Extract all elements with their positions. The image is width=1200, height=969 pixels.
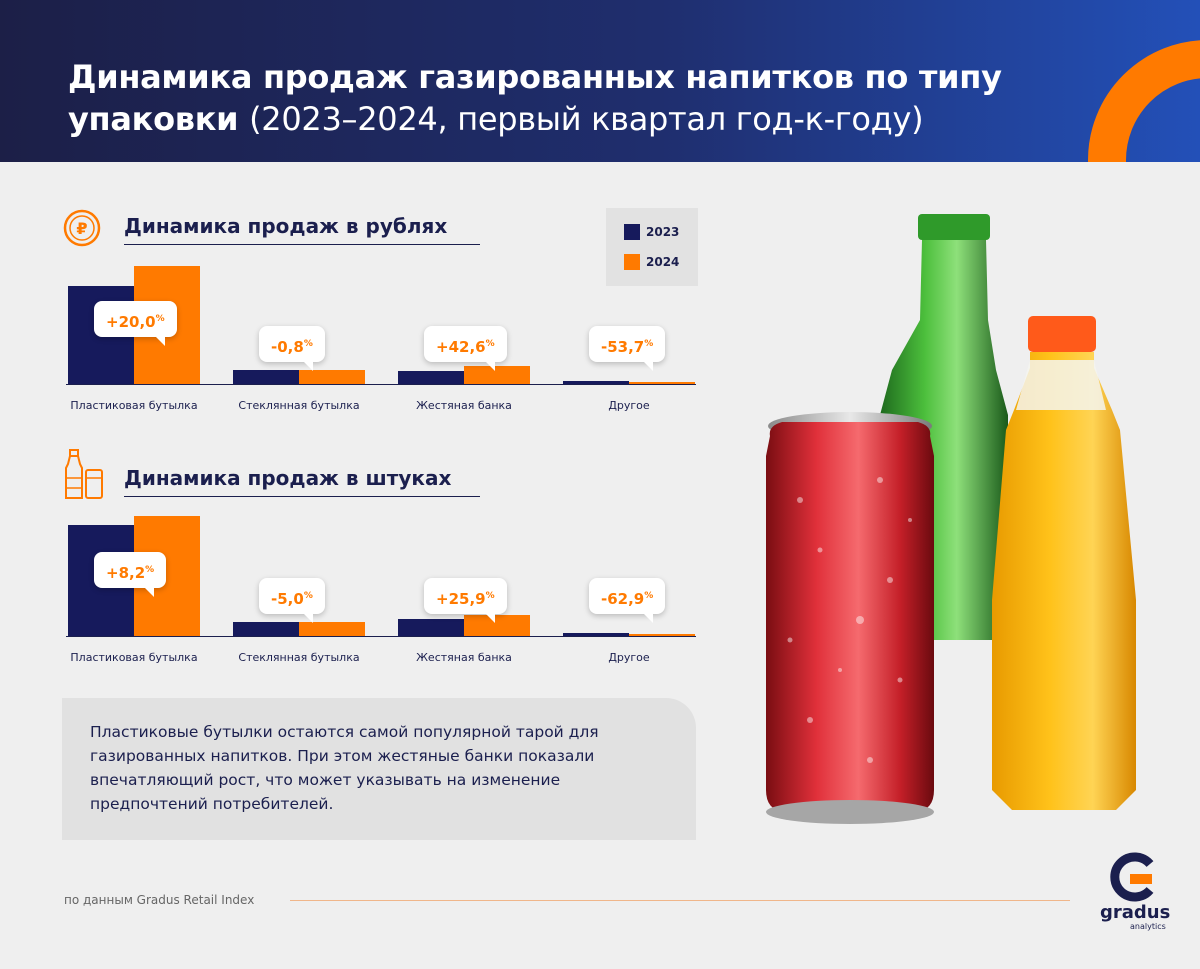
water-drops bbox=[787, 477, 912, 763]
category-label: Стеклянная бутылка bbox=[238, 399, 360, 412]
logo-subtext: analytics bbox=[1130, 922, 1166, 931]
orange-bottle bbox=[992, 352, 1136, 810]
chart-baseline bbox=[66, 636, 696, 637]
category-label: Пластиковая бутылка bbox=[70, 651, 198, 664]
category-label: Другое bbox=[608, 399, 650, 412]
bottle-can-icon bbox=[65, 449, 103, 499]
category-label: Жестяная банка bbox=[416, 399, 512, 412]
change-bubble: +20,0% bbox=[94, 301, 177, 346]
change-bubble: +42,6% bbox=[424, 326, 507, 371]
bar-2023-3 bbox=[563, 381, 629, 384]
section-title-rubles: Динамика продаж в рублях bbox=[124, 214, 480, 245]
legend-swatch-2023 bbox=[624, 224, 640, 240]
page-title: Динамика продаж газированных напитков по… bbox=[68, 56, 1068, 140]
change-bubble: +8,2% bbox=[94, 552, 167, 597]
decorative-ring-icon bbox=[1088, 40, 1200, 162]
bar-2024-3 bbox=[629, 634, 695, 636]
category-label: Пластиковая бутылка bbox=[70, 399, 198, 412]
legend-label-2024: 2024 bbox=[646, 255, 680, 269]
ruble-coin-icon: ₽ bbox=[63, 209, 101, 247]
bar-2023-2 bbox=[398, 619, 464, 636]
source-text: по данным Gradus Retail Index bbox=[64, 893, 255, 907]
svg-text:₽: ₽ bbox=[76, 219, 87, 238]
bar-2024-1 bbox=[299, 370, 365, 384]
change-bubble: -53,7% bbox=[589, 326, 666, 371]
red-can bbox=[766, 422, 934, 812]
legend-swatch-2024 bbox=[624, 254, 640, 270]
legend-item-2023: 2023 bbox=[624, 224, 679, 240]
bar-2024-3 bbox=[629, 382, 695, 384]
title-bold: Динамика продаж газированных напитков по… bbox=[68, 58, 1002, 138]
drinks-photo bbox=[766, 214, 1136, 824]
green-bottle-cap bbox=[918, 214, 990, 240]
change-bubble: -5,0% bbox=[259, 578, 325, 623]
category-label: Жестяная банка bbox=[416, 651, 512, 664]
header-banner: Динамика продаж газированных напитков по… bbox=[0, 0, 1200, 162]
change-bubble: +25,9% bbox=[424, 578, 507, 623]
bar-2023-2 bbox=[398, 371, 464, 384]
bar-2024-1 bbox=[299, 622, 365, 636]
gradus-logo-icon bbox=[1110, 852, 1154, 902]
section-title-units: Динамика продаж в штуках bbox=[124, 466, 480, 497]
bar-2023-3 bbox=[563, 632, 629, 636]
category-label: Другое bbox=[608, 651, 650, 664]
chart-legend: 2023 2024 bbox=[606, 208, 698, 286]
bar-2024-2 bbox=[464, 365, 530, 384]
logo-text: gradus bbox=[1100, 902, 1171, 923]
summary-note: Пластиковые бутылки остаются самой попул… bbox=[62, 698, 696, 840]
source-divider bbox=[290, 900, 1070, 901]
legend-label-2023: 2023 bbox=[646, 225, 680, 239]
chart-baseline bbox=[66, 384, 696, 385]
legend-item-2024: 2024 bbox=[624, 254, 679, 270]
change-bubble: -62,9% bbox=[589, 578, 666, 623]
bar-2024-2 bbox=[464, 615, 530, 636]
change-bubble: -0,8% bbox=[259, 326, 325, 371]
orange-bottle-cap bbox=[1028, 316, 1096, 352]
bar-2023-1 bbox=[233, 370, 299, 384]
title-subtitle: (2023–2024, первый квартал год-к-году) bbox=[249, 100, 924, 138]
bar-2023-1 bbox=[233, 621, 299, 636]
category-label: Стеклянная бутылка bbox=[238, 651, 360, 664]
